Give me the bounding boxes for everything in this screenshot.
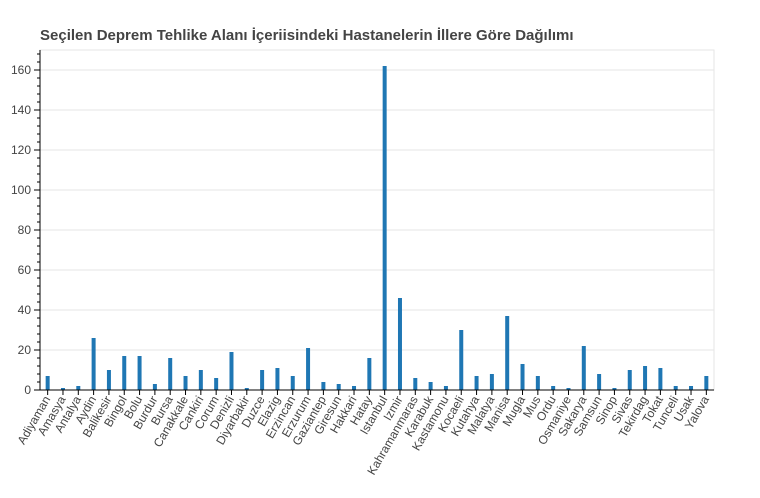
bar-kahramanmaras bbox=[413, 378, 418, 390]
bar-adiyaman bbox=[45, 376, 50, 390]
y-tick-label: 80 bbox=[18, 223, 32, 237]
bar-kutahya bbox=[474, 376, 479, 390]
bar-tokat bbox=[658, 368, 663, 390]
bar-izmir bbox=[397, 298, 402, 390]
bar-bingol bbox=[122, 356, 127, 390]
bar-denizli bbox=[229, 352, 234, 390]
bar-yalova bbox=[704, 376, 709, 390]
bar-mus bbox=[535, 376, 540, 390]
bar-erzincan bbox=[290, 376, 295, 390]
bar-gaziantep bbox=[321, 382, 326, 390]
y-tick-label: 60 bbox=[18, 263, 32, 277]
bar-hatay bbox=[367, 358, 372, 390]
plot-frame bbox=[39, 49, 715, 391]
x-axis-tick-labels: AdiyamanAmasyaAntalyaAydinBalikesirBingo… bbox=[14, 393, 712, 478]
bar-sivas bbox=[627, 370, 632, 390]
bar-manisa bbox=[505, 316, 510, 390]
y-tick-label: 160 bbox=[11, 63, 31, 77]
bar-kastamonu bbox=[443, 386, 448, 390]
bar-antalya bbox=[76, 386, 81, 390]
bar-mugla bbox=[520, 364, 525, 390]
bar-balikesir bbox=[106, 370, 111, 390]
bar-karabuk bbox=[428, 382, 433, 390]
bar-elazig bbox=[275, 368, 280, 390]
grid-lines bbox=[39, 49, 715, 391]
bar-hakkari bbox=[352, 386, 357, 390]
bar-bolu bbox=[137, 356, 142, 390]
y-tick-label: 120 bbox=[11, 143, 31, 157]
bar-istanbul bbox=[382, 66, 387, 390]
bar-malatya bbox=[489, 374, 494, 390]
bar-burdur bbox=[152, 384, 157, 390]
bar-cankiri bbox=[198, 370, 203, 390]
bar-corum bbox=[214, 378, 219, 390]
bar-kocaeli bbox=[459, 330, 464, 390]
bar-amasya bbox=[60, 388, 65, 390]
bar-usak bbox=[689, 386, 694, 390]
y-tick-label: 20 bbox=[18, 343, 32, 357]
bar-duzce bbox=[260, 370, 265, 390]
bar-bursa bbox=[168, 358, 173, 390]
bar-osmaniye bbox=[566, 388, 571, 390]
y-tick-label: 40 bbox=[18, 303, 32, 317]
bar-diyarbakir bbox=[244, 388, 249, 390]
bar-aydin bbox=[91, 338, 96, 390]
y-tick-label: 0 bbox=[24, 383, 31, 397]
bar-giresun bbox=[336, 384, 341, 390]
bar-canakkale bbox=[183, 376, 188, 390]
bar-sakarya bbox=[581, 346, 586, 390]
axes bbox=[34, 50, 714, 395]
bars bbox=[45, 66, 709, 390]
bar-erzurum bbox=[306, 348, 311, 390]
bar-tekirdag bbox=[643, 366, 648, 390]
chart-title: Seçilen Deprem Tehlike Alanı İçeriisinde… bbox=[40, 27, 574, 44]
y-axis-tick-labels: 0 20 40 60 80 100 120 140 160 bbox=[11, 63, 31, 397]
bar-sinop bbox=[612, 388, 617, 390]
bar-samsun bbox=[597, 374, 602, 390]
y-tick-label: 100 bbox=[11, 183, 31, 197]
bar-ordu bbox=[551, 386, 556, 390]
y-tick-label: 140 bbox=[11, 103, 31, 117]
bar-tunceli bbox=[673, 386, 678, 390]
